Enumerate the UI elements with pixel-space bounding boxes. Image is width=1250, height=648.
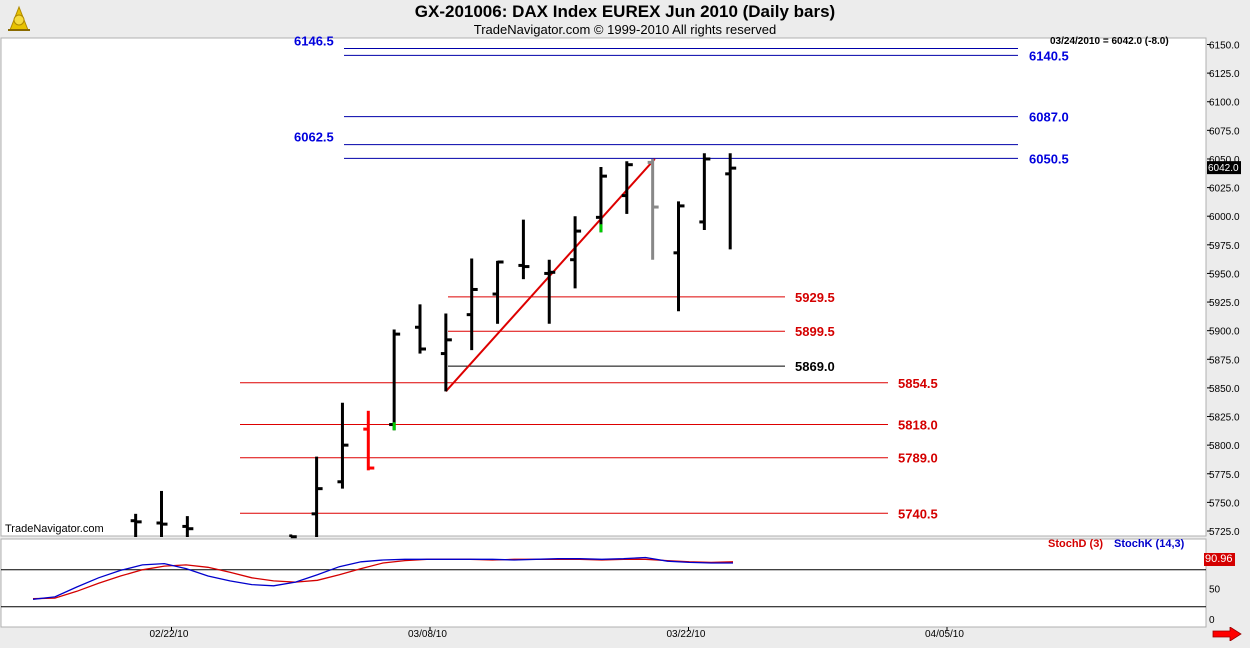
last-price-tag: 6042.0: [1208, 163, 1239, 174]
resistance-label: 6050.5: [1029, 151, 1069, 166]
date-axis-label: 02/22/10: [150, 629, 189, 640]
price-axis-label: 5825.0: [1209, 413, 1240, 424]
stoch-value-tag: 90.96: [1204, 553, 1235, 566]
support-label: 5854.5: [898, 376, 938, 391]
resistance-label: 6146.5: [294, 34, 334, 49]
resistance-label: 6087.0: [1029, 110, 1069, 125]
date-axis-label: 04/05/10: [925, 629, 964, 640]
trade-navigator-logo-icon: [4, 4, 34, 34]
support-label: 5818.0: [898, 418, 938, 433]
price-axis-label: 5950.0: [1209, 269, 1240, 280]
stoch-d-legend: StochD (3): [1048, 538, 1103, 550]
chart-title: GX-201006: DAX Index EUREX Jun 2010 (Dai…: [414, 2, 836, 21]
price-axis-label: 6025.0: [1209, 184, 1240, 195]
price-axis-label: 6150.0: [1209, 41, 1240, 52]
stoch-panel-background: [0, 538, 1207, 628]
price-axis-label: 6075.0: [1209, 126, 1240, 137]
date-axis-label: 03/08/10: [408, 629, 447, 640]
price-axis-label: 5775.0: [1209, 470, 1240, 481]
price-axis-label: 5800.0: [1209, 441, 1240, 452]
price-axis-label: 5975.0: [1209, 241, 1240, 252]
last-price-readout: 03/24/2010 = 6042.0 (-8.0): [1050, 36, 1169, 47]
price-axis-label: 6000.0: [1209, 212, 1240, 223]
stoch-axis-label: 50: [1209, 584, 1221, 595]
support-label: 5929.5: [795, 290, 835, 305]
price-axis-label: 5850.0: [1209, 384, 1240, 395]
price-axis-label: 5900.0: [1209, 327, 1240, 338]
support-label: 5789.0: [898, 451, 938, 466]
resistance-label: 6140.5: [1029, 48, 1069, 63]
stoch-axis-label: 0: [1209, 615, 1215, 626]
support-label: 5869.0: [795, 359, 835, 374]
price-panel-background: [0, 37, 1207, 537]
price-axis-background: [1207, 38, 1249, 536]
chart-subtitle: TradeNavigator.com © 1999-2010 All right…: [473, 22, 777, 37]
price-axis-label: 5750.0: [1209, 498, 1240, 509]
resistance-label: 6062.5: [294, 130, 334, 145]
price-axis-label: 5925.0: [1209, 298, 1240, 309]
date-axis-label: 03/22/10: [667, 629, 706, 640]
price-axis-label: 5875.0: [1209, 355, 1240, 366]
stoch-k-legend: StochK (14,3): [1114, 538, 1185, 550]
support-label: 5899.5: [795, 324, 835, 339]
last-price-tag-box: [1207, 161, 1241, 175]
stoch-k-line: [32, 556, 733, 600]
scroll-right-arrow-icon[interactable]: [1212, 627, 1242, 641]
brand-watermark: TradeNavigator.com: [5, 523, 104, 535]
price-axis-label: 6050.0: [1209, 155, 1240, 166]
price-axis-label: 5725.0: [1209, 527, 1240, 538]
price-axis-label: 6100.0: [1209, 98, 1240, 109]
support-label: 5740.5: [898, 506, 938, 521]
price-axis-label: 6125.0: [1209, 69, 1240, 80]
